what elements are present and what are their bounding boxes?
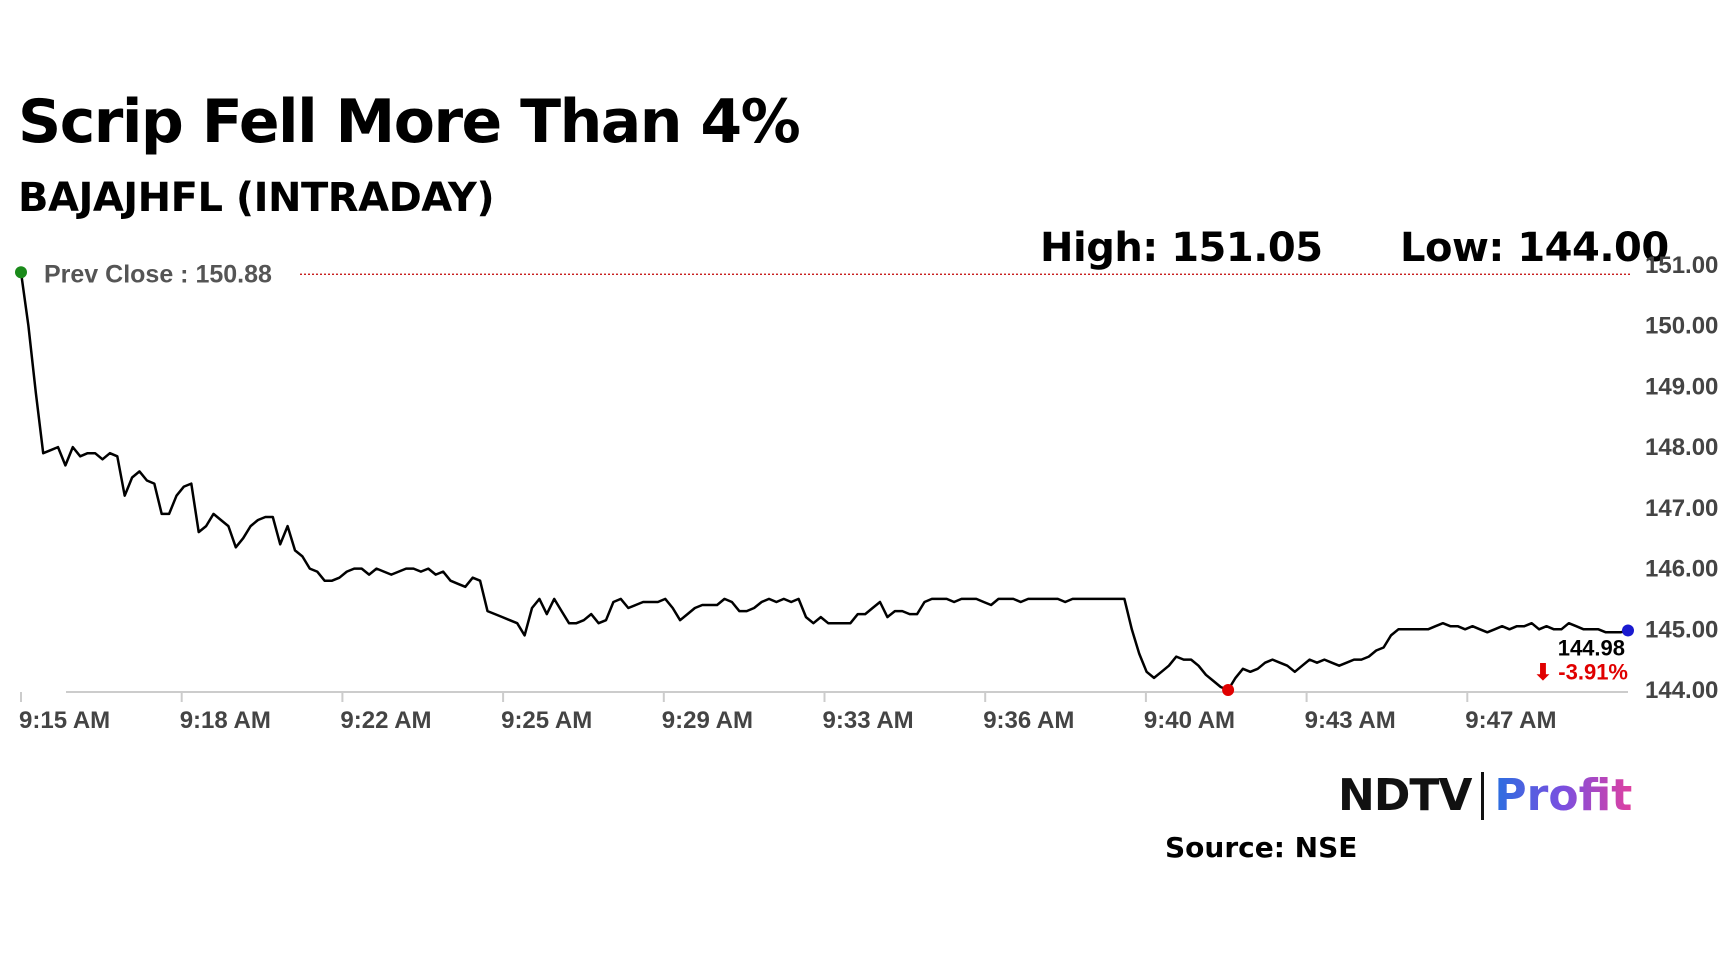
x-tick-label: 9:15 AM: [19, 707, 110, 734]
last-point: [1622, 624, 1634, 637]
source-note: Source: NSE: [1165, 831, 1358, 864]
x-tick-label: 9:18 AM: [180, 707, 271, 734]
x-tick-label: 9:29 AM: [662, 707, 753, 734]
y-tick-label: 144.00: [1645, 677, 1718, 704]
high-label: High: 151.05: [1040, 225, 1323, 271]
chart-subtitle: BAJAJHFL (INTRADAY): [18, 175, 495, 221]
ndtv-profit-logo: NDTV Profit: [1338, 772, 1632, 820]
price-series-line: [19, 272, 1629, 692]
last-price-label: 144.98: [1558, 636, 1625, 661]
y-axis-ticks: 151.00 150.00 149.00 148.00 147.00 146.00 145.…: [1645, 252, 1718, 704]
logo-profit-text: Profit: [1494, 770, 1633, 821]
x-tick-label: 9:47 AM: [1465, 707, 1556, 734]
y-tick-label: 150.00: [1645, 313, 1718, 340]
logo-divider: [1481, 772, 1485, 820]
y-tick-label: 147.00: [1645, 495, 1718, 522]
x-tick-label: 9:25 AM: [501, 707, 592, 734]
x-axis-ticks: 9:15 AM 9:18 AM 9:22 AM 9:25 AM 9:29 AM 9:33 …: [19, 692, 1556, 734]
x-tick-label: 9:36 AM: [983, 707, 1074, 734]
x-tick-label: 9:43 AM: [1305, 707, 1396, 734]
y-tick-label: 149.00: [1645, 373, 1718, 400]
chart-title: Scrip Fell More Than 4%: [18, 87, 801, 157]
y-tick-label: 145.00: [1645, 616, 1718, 643]
low-point: [1222, 684, 1235, 696]
x-tick-label: 9:40 AM: [1144, 707, 1235, 734]
y-tick-label: 151.00: [1645, 252, 1718, 279]
change-label: ⬇ -3.91%: [1534, 660, 1628, 685]
x-tick-label: 9:33 AM: [823, 707, 914, 734]
low-label: Low: 144.00: [1400, 225, 1669, 271]
x-tick-label: 9:22 AM: [340, 707, 431, 734]
logo-ndtv-text: NDTV: [1338, 770, 1472, 821]
start-point: [15, 266, 27, 279]
y-tick-label: 148.00: [1645, 434, 1718, 461]
y-tick-label: 146.00: [1645, 556, 1718, 583]
prev-close-label: Prev Close : 150.88: [44, 260, 272, 288]
